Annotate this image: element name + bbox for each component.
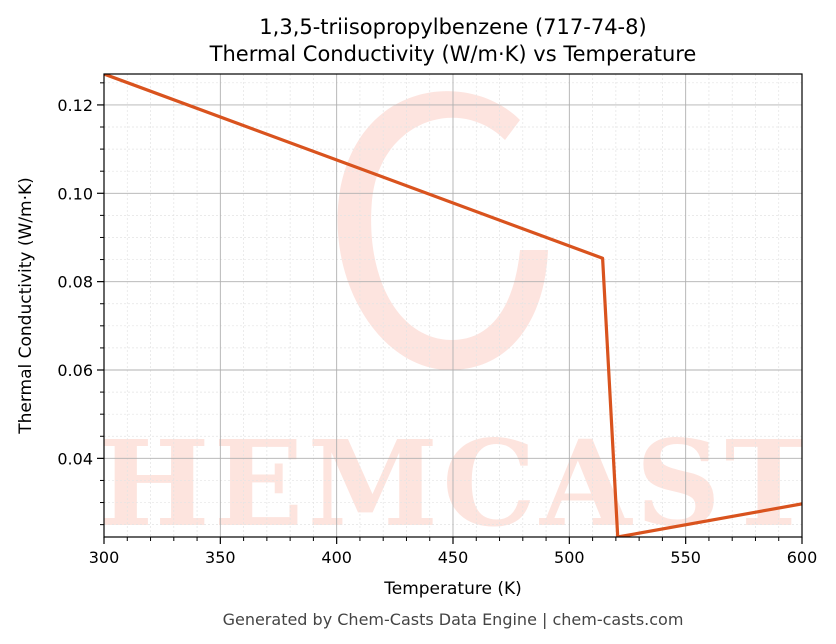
series-line-thermal-conductivity [104, 74, 802, 537]
x-tick-label: 600 [787, 548, 818, 567]
y-tick-labels: 0.04 0.06 0.08 0.10 0.12 [57, 96, 93, 468]
x-tick-label: 350 [205, 548, 236, 567]
chart-title-line2: Thermal Conductivity (W/m·K) vs Temperat… [209, 42, 697, 66]
x-tick-label: 450 [438, 548, 469, 567]
watermark-text: CHEMCASTS [0, 414, 836, 553]
y-axis-label: Thermal Conductivity (W/m·K) [16, 177, 36, 435]
x-axis-label: Temperature (K) [383, 579, 522, 599]
x-tick-labels: 300 350 400 450 500 550 600 [89, 548, 818, 567]
x-tick-label: 300 [89, 548, 120, 567]
x-tick-label: 550 [670, 548, 701, 567]
y-tick-label: 0.04 [57, 449, 93, 468]
y-tick-label: 0.12 [57, 96, 93, 115]
major-grid [104, 74, 802, 537]
x-tick-label: 500 [554, 548, 585, 567]
watermark-c-logo [337, 91, 548, 370]
y-tick-label: 0.06 [57, 361, 93, 380]
footer-credit: Generated by Chem-Casts Data Engine | ch… [223, 610, 684, 629]
x-tick-label: 400 [321, 548, 352, 567]
chemcasts-watermark: CHEMCASTS [0, 91, 836, 553]
y-tick-label: 0.08 [57, 273, 93, 292]
y-tick-label: 0.10 [57, 184, 93, 203]
chart-title-line1: 1,3,5-triisopropylbenzene (717-74-8) [259, 15, 646, 39]
axis-ticks [97, 82, 803, 544]
